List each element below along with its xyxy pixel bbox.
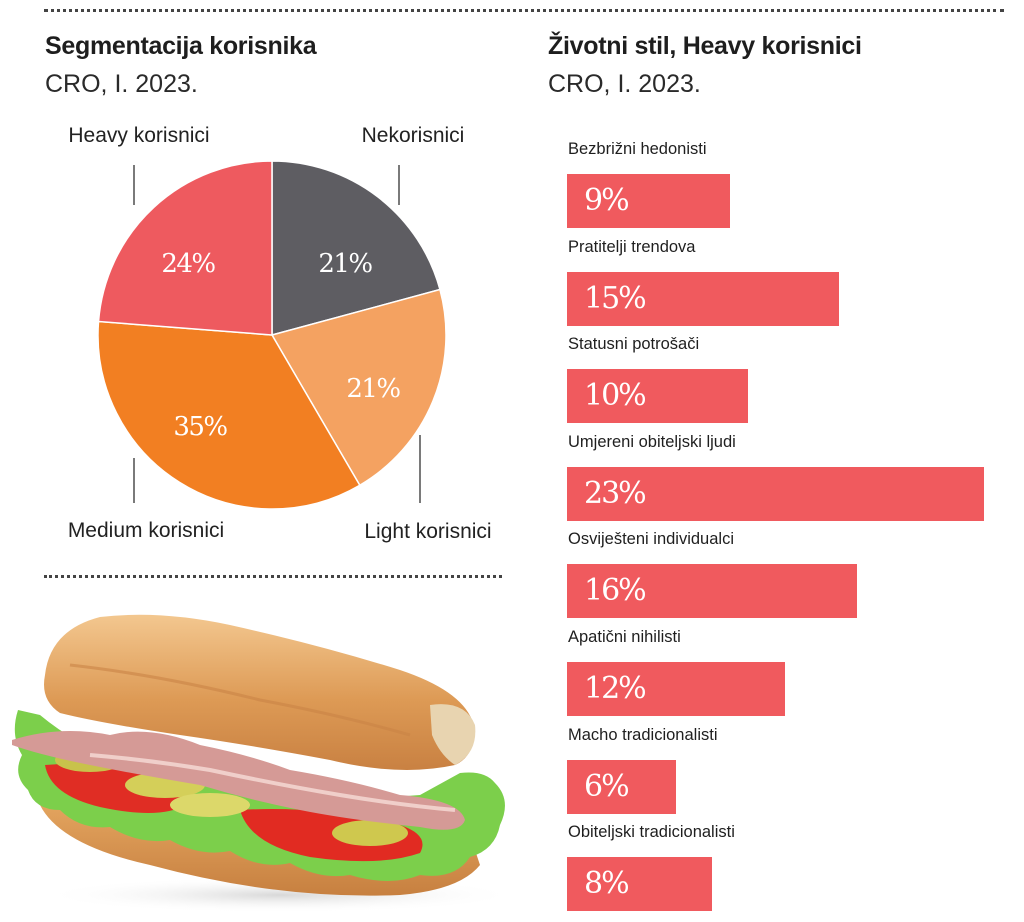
pie-category-label-light-korisnici: Light korisnici <box>364 520 491 543</box>
bar-chart-title: Životni stil, Heavy korisnici <box>548 32 862 60</box>
bar: 23% <box>567 466 984 521</box>
sandwich-photo <box>12 614 520 913</box>
bar: 6% <box>567 759 676 814</box>
bar-category-label: Obiteljski tradicionalisti <box>568 823 735 842</box>
pie-value-label-medium-korisnici: 35% <box>173 412 227 442</box>
pie-value-label-light-korisnici: 21% <box>346 374 400 404</box>
bar: 16% <box>567 564 858 619</box>
bar-chart-subtitle: CRO, I. 2023. <box>548 70 701 98</box>
bar-value-label: 23% <box>584 475 647 511</box>
pie-chart: 21% Nekorisnici 21% Light korisnici 35% Mediu… <box>0 110 520 560</box>
bar: 8% <box>567 857 713 912</box>
pie-chart-subtitle: CRO, I. 2023. <box>45 70 198 98</box>
ham-slices <box>12 731 465 830</box>
bar: 10% <box>567 369 749 424</box>
pie-chart-title: Segmentacija korisnika <box>45 32 317 60</box>
bar-category-label: Pratitelji trendova <box>568 237 696 256</box>
pie-value-label-nekorisnici: 21% <box>318 249 372 279</box>
pickle-3 <box>170 793 250 817</box>
bar-value-label: 6% <box>584 768 630 804</box>
pie-category-label-medium-korisnici: Medium korisnici <box>68 519 224 542</box>
bar-value-label: 10% <box>584 378 647 414</box>
bar: 12% <box>567 662 785 716</box>
top-dotted-divider <box>44 9 1004 12</box>
ham-highlight <box>89 753 456 812</box>
pickle-4 <box>332 820 408 846</box>
top-bread <box>44 614 474 770</box>
bar-category-label: Macho tradicionalisti <box>568 725 718 744</box>
bar-value-label: 12% <box>584 671 647 706</box>
pie-slice-medium-korisnici <box>97 320 361 510</box>
bar: 9% <box>567 174 731 228</box>
bar-value-label: 16% <box>584 573 647 609</box>
bar-value-label: 15% <box>584 280 647 316</box>
bar-category-label: Umjereni obiteljski ljudi <box>568 432 736 451</box>
bread-cut-end <box>430 704 476 765</box>
bar-category-label: Apatični nihilisti <box>568 628 681 646</box>
bar-category-label: Osviješteni individualci <box>568 530 734 549</box>
bar-category-label: Statusni potrošači <box>568 335 700 354</box>
pie-category-label-nekorisnici: Nekorisnici <box>362 124 465 147</box>
pie-slice-nekorisnici <box>271 160 441 336</box>
pie-slice-light-korisnici <box>270 288 447 487</box>
bar-category-label: Bezbrižni hedonisti <box>568 140 707 158</box>
pie-value-label-heavy-korisnici: 24% <box>161 249 215 279</box>
bread-crust-line <box>69 663 411 737</box>
bar-value-label: 8% <box>584 866 630 902</box>
pie-slice-heavy-korisnici <box>97 160 273 336</box>
bar-value-label: 9% <box>584 183 630 218</box>
pie-chart-svg: 21% Nekorisnici 21% Light korisnici 35% Mediu… <box>68 124 492 543</box>
middle-dotted-divider <box>44 575 502 578</box>
bar: 15% <box>567 271 839 326</box>
pie-category-label-heavy-korisnici: Heavy korisnici <box>68 124 209 147</box>
